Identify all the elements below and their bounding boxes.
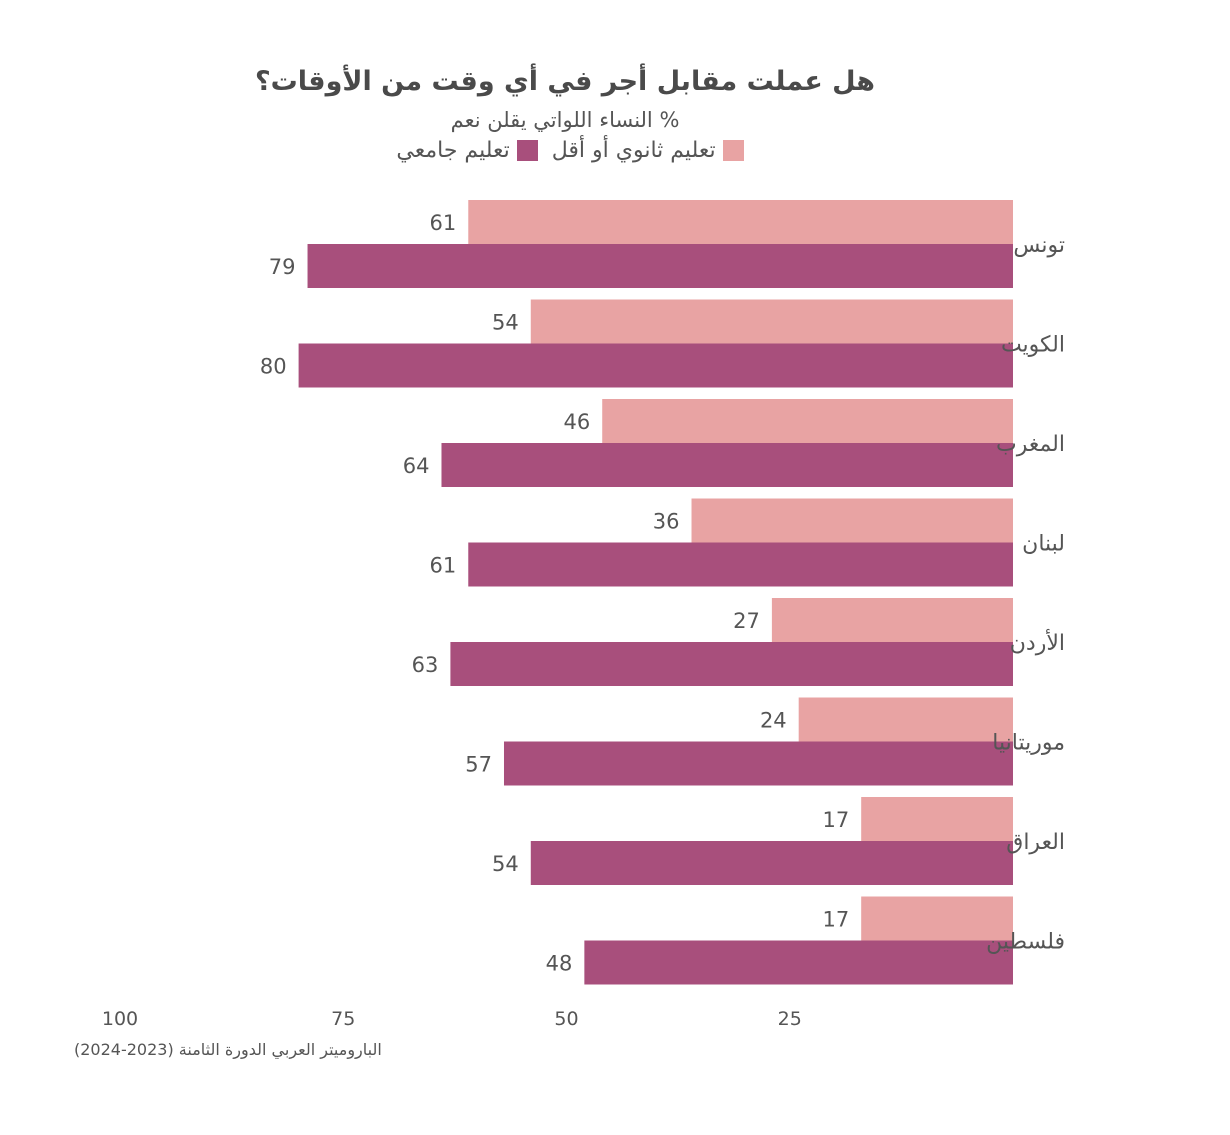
bar-university bbox=[441, 443, 1014, 487]
category-label: العراق bbox=[1006, 830, 1065, 855]
x-tick-label: 75 bbox=[331, 1008, 355, 1030]
data-label: 79 bbox=[269, 255, 296, 279]
legend-item-university: تعليم جامعي bbox=[396, 138, 538, 163]
bar-secondary bbox=[798, 697, 1013, 742]
bar-university bbox=[450, 642, 1013, 686]
legend-swatch-university bbox=[516, 140, 538, 161]
category-label: موريتانيا bbox=[992, 731, 1065, 756]
source-note: الباروميتر العربي الدورة الثامنة (2023-2… bbox=[74, 1040, 382, 1059]
data-label: 46 bbox=[563, 410, 590, 434]
data-label: 63 bbox=[412, 653, 439, 677]
data-label: 17 bbox=[822, 808, 849, 832]
data-label: 57 bbox=[465, 753, 492, 777]
bar-university bbox=[503, 741, 1013, 786]
category-label: الكويت bbox=[1001, 333, 1065, 358]
x-tick-label: 100 bbox=[102, 1008, 138, 1030]
data-label: 64 bbox=[403, 454, 430, 478]
bar-secondary bbox=[861, 896, 1013, 941]
bar-secondary bbox=[530, 299, 1013, 344]
category-label: لبنان bbox=[1022, 532, 1065, 557]
bar-secondary bbox=[602, 399, 1013, 443]
bar-university bbox=[530, 841, 1013, 885]
bar-secondary bbox=[468, 200, 1013, 244]
x-tick-label: 50 bbox=[554, 1008, 578, 1030]
legend-label-university: تعليم جامعي bbox=[396, 138, 510, 163]
data-label: 24 bbox=[760, 709, 787, 733]
bar-secondary bbox=[861, 797, 1013, 841]
chart-legend: تعليم ثانوي أو أقل تعليم جامعي bbox=[0, 138, 1140, 163]
category-label: فلسطين bbox=[986, 930, 1065, 955]
data-label: 54 bbox=[492, 311, 519, 335]
chart-subtitle: % النساء اللواتي يقلن نعم bbox=[450, 108, 680, 132]
data-label: 80 bbox=[260, 355, 287, 379]
bar-university bbox=[584, 940, 1013, 985]
bar-secondary bbox=[771, 598, 1013, 642]
data-label: 61 bbox=[430, 211, 457, 235]
data-label: 54 bbox=[492, 852, 519, 876]
bar-university bbox=[468, 542, 1013, 587]
bar-university bbox=[307, 244, 1013, 288]
data-label: 61 bbox=[430, 554, 457, 578]
legend-label-secondary: تعليم ثانوي أو أقل bbox=[551, 138, 716, 163]
data-label: 36 bbox=[653, 510, 680, 534]
category-label: تونس bbox=[1013, 233, 1065, 258]
x-tick-label: 25 bbox=[778, 1008, 802, 1030]
bar-university bbox=[298, 343, 1014, 388]
category-label: المغرب bbox=[996, 432, 1065, 457]
category-label: الأردن bbox=[1010, 629, 1065, 656]
data-label: 48 bbox=[546, 952, 573, 976]
legend-swatch-secondary bbox=[722, 140, 744, 161]
data-label: 17 bbox=[822, 908, 849, 932]
chart-title: هل عملت مقابل أجر في أي وقت من الأوقات؟ bbox=[254, 66, 875, 97]
legend-item-secondary: تعليم ثانوي أو أقل bbox=[552, 138, 744, 163]
data-label: 27 bbox=[733, 609, 760, 633]
bar-secondary bbox=[691, 498, 1013, 543]
